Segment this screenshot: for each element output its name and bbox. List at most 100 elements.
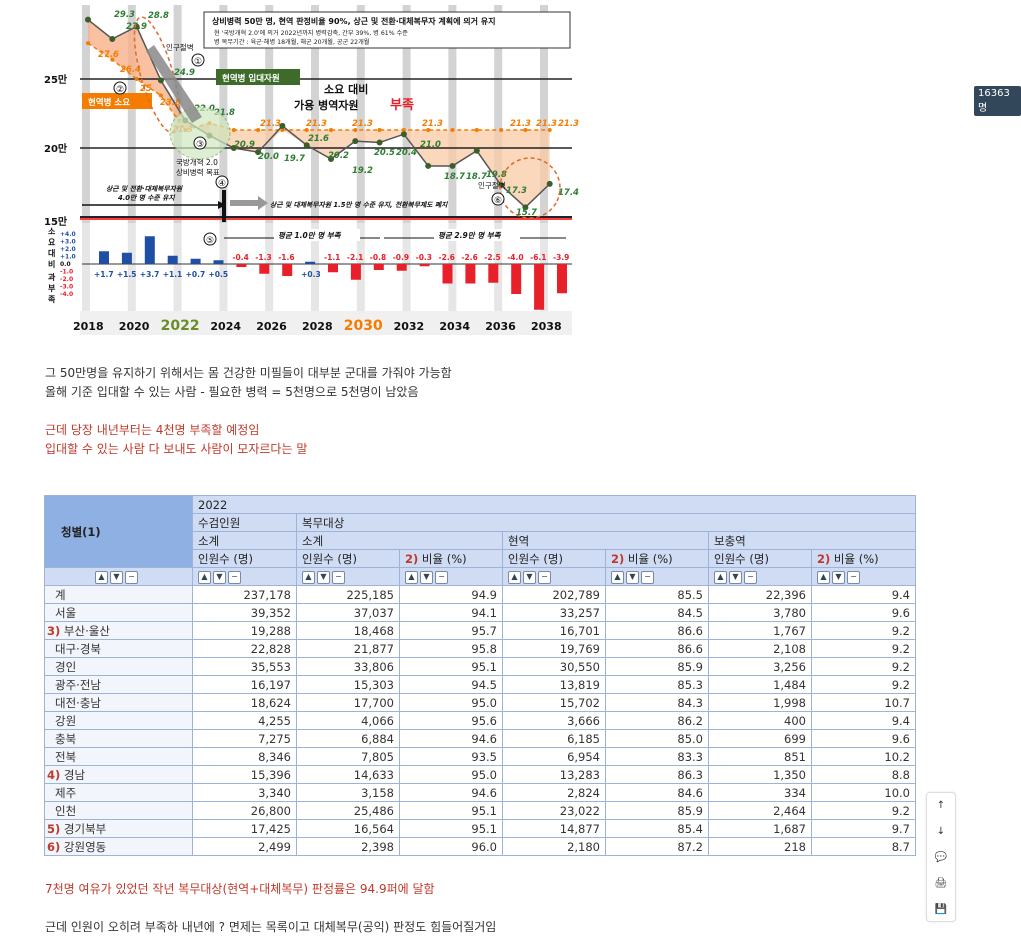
sort-desc-icon[interactable]: ▼ xyxy=(317,570,330,584)
demand-point xyxy=(134,77,139,81)
sort-desc-icon[interactable]: ▼ xyxy=(213,570,226,584)
value-cell: 14,877 xyxy=(502,819,606,838)
table-row: 전북 8,346 7,805 93.5 6,954 83.3 851 10.2 xyxy=(44,747,916,766)
sort-asc-icon[interactable]: ▲ xyxy=(611,570,624,584)
sort-asc-icon[interactable]: ▲ xyxy=(405,570,418,584)
bar-tick: +2.0 xyxy=(60,246,76,253)
point-label: 21.3 xyxy=(422,119,443,129)
value-cell: 10.7 xyxy=(811,693,916,712)
sort-desc-icon[interactable]: ▼ xyxy=(832,570,845,584)
sort-asc-icon[interactable]: ▲ xyxy=(95,570,108,584)
reform-label: 국방개혁 2.0 xyxy=(176,157,218,167)
supply-point xyxy=(109,35,116,42)
column-header: 2) 비율 (%) xyxy=(811,549,916,568)
side-axis-label: 비 xyxy=(48,259,55,269)
collapse-icon[interactable]: − xyxy=(847,570,860,584)
sort-desc-icon[interactable]: ▼ xyxy=(110,570,123,584)
x-tick-label: 2038 xyxy=(531,320,562,333)
group-header-inspected: 수검인원 xyxy=(192,513,297,532)
collapse-icon[interactable]: − xyxy=(641,570,654,584)
year-column-band xyxy=(127,5,136,223)
collapse-icon[interactable]: − xyxy=(332,570,345,584)
surplus-bar-label: +1.1 xyxy=(163,270,183,279)
side-toolbar: ↑ ↓ 💬 🖨 💾 xyxy=(926,792,956,922)
bar-tick: 0.0 xyxy=(60,261,71,268)
region-name: 강원 xyxy=(55,713,77,728)
column-header-label: 인원수 (명) xyxy=(302,551,357,566)
sort-asc-icon[interactable]: ▲ xyxy=(302,570,315,584)
comment-button[interactable]: 💬 xyxy=(934,852,948,863)
point-label: 28.8 xyxy=(148,11,169,21)
supply-point xyxy=(449,162,456,169)
collapse-icon[interactable]: − xyxy=(538,570,551,584)
value-cell: 9.2 xyxy=(811,621,916,640)
column-header: 인원수 (명) xyxy=(296,549,400,568)
demand-label-box xyxy=(82,93,152,109)
point-label: 29.3 xyxy=(114,10,135,20)
sort-desc-icon[interactable]: ▼ xyxy=(523,570,536,584)
collapse-icon[interactable]: − xyxy=(744,570,757,584)
surplus-bar xyxy=(121,252,132,264)
year-column-band xyxy=(311,5,319,223)
save-button[interactable]: 💾 xyxy=(934,904,948,915)
print-button[interactable]: 🖨 xyxy=(934,878,948,889)
sort-desc-icon[interactable]: ▼ xyxy=(729,570,742,584)
value-cell: 16,197 xyxy=(192,675,297,694)
subgroup-header: 소계 xyxy=(192,531,297,550)
scroll-top-button[interactable]: ↑ xyxy=(936,800,946,811)
value-cell: 851 xyxy=(708,747,812,766)
collapse-icon[interactable]: − xyxy=(125,570,138,584)
value-cell: 85.9 xyxy=(605,657,709,676)
value-cell: 17,700 xyxy=(296,693,400,712)
sort-asc-icon[interactable]: ▲ xyxy=(198,570,211,584)
sort-desc-icon[interactable]: ▼ xyxy=(420,570,433,584)
deficit-bar xyxy=(534,264,545,310)
group-header-service: 복무대상 xyxy=(296,513,916,532)
value-cell: 15,396 xyxy=(192,765,297,784)
point-label: 21.8 xyxy=(214,108,235,118)
surplus-bar xyxy=(99,251,109,264)
sort-asc-icon[interactable]: ▲ xyxy=(714,570,727,584)
region-name: 제주 xyxy=(55,785,77,800)
deficit-bar xyxy=(282,264,293,276)
collapse-icon[interactable]: − xyxy=(435,570,448,584)
table-row: 3) 부산·울산 19,288 18,468 95.7 16,701 86.6 1,767 9… xyxy=(44,621,916,640)
table-row: 경인 35,553 33,806 95.1 30,550 85.9 3,256 9.2 xyxy=(44,657,916,676)
deficit-bar xyxy=(350,264,361,280)
region-name-cell: 대구·경북 xyxy=(44,639,193,658)
keep2-arrow xyxy=(230,200,258,206)
region-name: 충북 xyxy=(55,731,77,746)
scroll-bottom-button[interactable]: ↓ xyxy=(936,826,946,837)
value-cell: 33,806 xyxy=(296,657,400,676)
x-tick-label: 2024 xyxy=(210,320,241,333)
deficit-bar xyxy=(373,264,384,270)
value-cell: 3,256 xyxy=(708,657,812,676)
sort-desc-icon[interactable]: ▼ xyxy=(626,570,639,584)
demand-point xyxy=(158,93,163,98)
collapse-icon[interactable]: − xyxy=(228,570,241,584)
table-row: 4) 경남 15,396 14,633 95.0 13,283 86.3 1,350 8.8 xyxy=(44,765,916,784)
value-cell: 21,877 xyxy=(296,639,400,658)
column-header: 인원수 (명) xyxy=(708,549,812,568)
value-cell: 334 xyxy=(708,783,812,802)
region-name-cell: 경인 xyxy=(44,657,193,676)
sort-controls: ▲ ▼ − xyxy=(502,567,606,586)
cliff-label: 인구절벽 xyxy=(166,42,194,52)
region-name: 계 xyxy=(55,587,66,602)
sort-asc-icon[interactable]: ▲ xyxy=(817,570,830,584)
supply-point xyxy=(376,139,383,146)
circled-number-label: ② xyxy=(116,85,124,95)
x-tick-label: 2030 xyxy=(344,318,383,334)
supply-point xyxy=(230,145,237,151)
value-cell: 25,486 xyxy=(296,801,400,820)
bar-tick: -1.0 xyxy=(60,269,73,276)
footnote-mark: 2) xyxy=(405,551,419,566)
value-cell: 9.4 xyxy=(811,585,916,604)
region-name-cell: 5) 경기북부 xyxy=(44,819,193,838)
footnote-mark: 4) xyxy=(47,767,61,782)
deficit-bar-label: -2.6 xyxy=(461,253,477,262)
circled-number xyxy=(215,175,229,189)
demand-point xyxy=(110,57,115,62)
sort-asc-icon[interactable]: ▲ xyxy=(508,570,521,584)
value-cell: 17,425 xyxy=(192,819,297,838)
